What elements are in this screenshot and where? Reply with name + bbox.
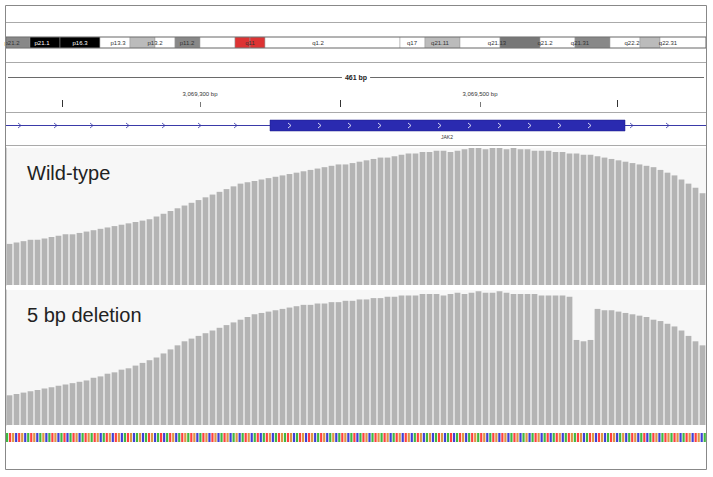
svg-text:q21.31: q21.31 [571, 40, 590, 46]
svg-text:p13.2: p13.2 [147, 40, 163, 46]
svg-text:p21.2: p21.2 [4, 40, 20, 46]
svg-text:3,069,300 bp: 3,069,300 bp [182, 91, 218, 97]
svg-text:461 bp: 461 bp [345, 74, 367, 82]
svg-text:q21.13: q21.13 [488, 40, 507, 46]
svg-text:p21.1: p21.1 [34, 40, 50, 46]
svg-text:p13.3: p13.3 [110, 40, 126, 46]
svg-text:p16.3: p16.3 [72, 40, 88, 46]
svg-text:Wild-type: Wild-type [27, 162, 110, 184]
svg-text:q21.2: q21.2 [537, 40, 553, 46]
svg-text:q22.31: q22.31 [659, 40, 678, 46]
svg-text:q11: q11 [245, 40, 255, 46]
svg-text:q17: q17 [407, 40, 418, 46]
svg-text:3,069,500 bp: 3,069,500 bp [462, 91, 498, 97]
svg-text:JAK2: JAK2 [441, 134, 453, 140]
svg-text:q1.2: q1.2 [312, 40, 324, 46]
svg-text:q22.2: q22.2 [624, 40, 640, 46]
svg-text:p11.2: p11.2 [180, 40, 195, 46]
svg-text:5 bp deletion: 5 bp deletion [27, 304, 142, 326]
svg-text:q21.11: q21.11 [431, 40, 450, 46]
